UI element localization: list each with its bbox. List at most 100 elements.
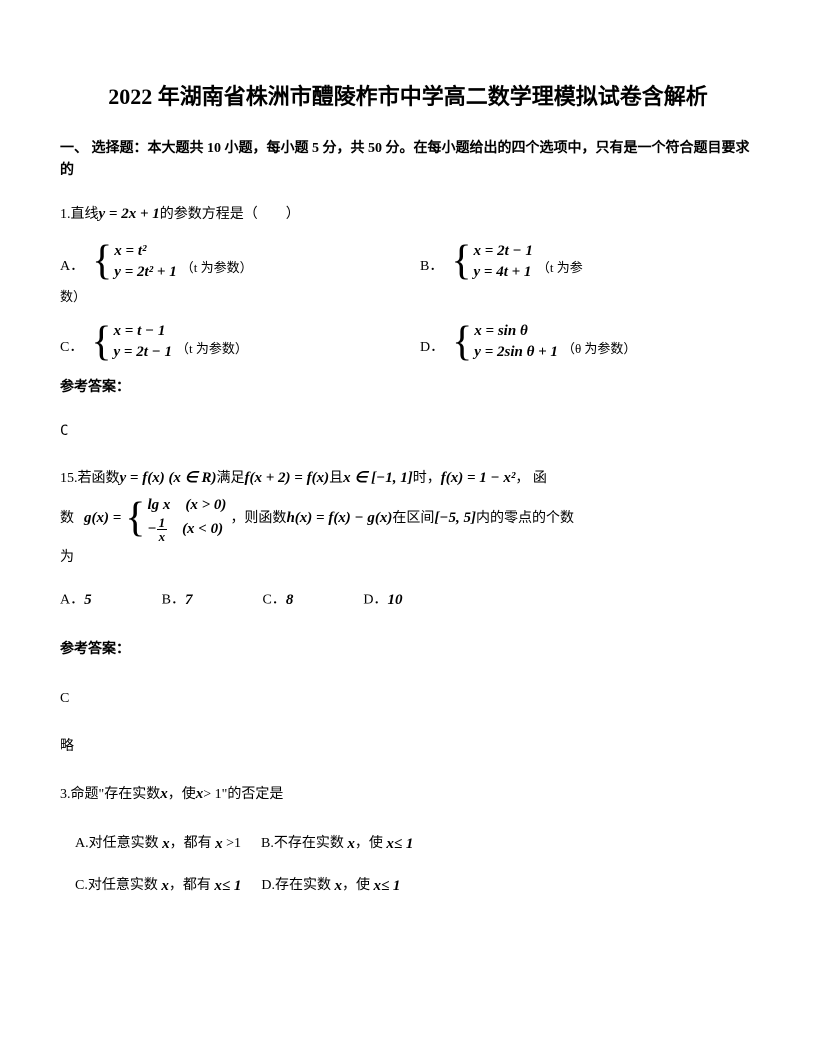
q1-stem: 1. 直线 y = 2x + 1 的参数方程是（ ） xyxy=(60,198,756,231)
q1-opt-c-eq1: x = t − 1 xyxy=(114,321,172,342)
q3-opt-c-label: C. xyxy=(75,878,88,893)
q15-answer-label: 参考答案： xyxy=(60,635,756,666)
q1-options-row-1: A． { x = t² y = 2t² + 1 （t 为参数） B． { x =… xyxy=(60,241,756,283)
q3-opt-b-var2: x xyxy=(386,823,394,865)
q15-l2-prefix: 数 xyxy=(60,504,74,535)
q1-opt-c-label: C． xyxy=(60,333,83,364)
q15-f4: f(x) = 1 − x² xyxy=(441,462,516,495)
q1-opt-b-system: { x = 2t − 1 y = 4t + 1 xyxy=(451,241,532,283)
q15-f3: x ∈ [−1, 1] xyxy=(343,462,413,495)
q3-mid: ，使 xyxy=(168,780,196,811)
q3-opt-c-pre: 对任意实数 xyxy=(88,878,162,893)
q1-opt-a-eq1: x = t² xyxy=(114,241,176,262)
brace-icon: { xyxy=(452,326,472,360)
q3-options: A.对任意实数 x，都有 x >1 B.不存在实数 x，使 x ≤ 1 C.对任… xyxy=(75,823,756,907)
q3-opt-c-mid: ，都有 xyxy=(169,878,215,893)
q15-g-frac: 1x xyxy=(157,516,168,543)
q1-opt-d-system: { x = sin θ y = 2sin θ + 1 xyxy=(452,321,558,363)
q3-num: 3. xyxy=(60,780,71,811)
q3-var2: x xyxy=(196,778,204,811)
q3-opt-b-pre: 不存在实数 xyxy=(274,836,348,851)
q15-stem-line1: 15. 若函数 y = f(x) (x ∈ R) 满足 f(x + 2) = f… xyxy=(60,462,756,495)
brace-icon: { xyxy=(125,502,145,536)
q3-opt-b: B.不存在实数 x，使 x ≤ 1 xyxy=(261,823,413,865)
q3-stem: 3. 命题"存在实数 x ，使 x > 1"的否定是 xyxy=(60,778,756,811)
q1-opt-a-label: A． xyxy=(60,252,84,283)
q3-opt-d-var2: x xyxy=(373,865,381,907)
q3-opt-c: C.对任意实数 x，都有 x ≤ 1 xyxy=(75,865,241,907)
q1-opt-c-note: （t 为参数） xyxy=(176,335,248,364)
q3-opt-d-pre: 存在实数 xyxy=(275,878,335,893)
q15-opt-c-label: C． xyxy=(262,592,285,607)
exam-title: 2022 年湖南省株洲市醴陵柞市中学高二数学理模拟试卷含解析 xyxy=(60,80,756,113)
q1-opt-b-note-suffix: 数） xyxy=(60,283,756,312)
question-1: 1. 直线 y = 2x + 1 的参数方程是（ ） A． { x = t² y… xyxy=(60,198,756,447)
q1-option-c: C． { x = t − 1 y = 2t − 1 （t 为参数） xyxy=(60,321,420,363)
q15-brief: 略 xyxy=(60,732,756,763)
q15-opt-a-label: A． xyxy=(60,592,84,607)
q15-opt-d: D．10 xyxy=(363,584,402,617)
q1-option-d: D． { x = sin θ y = 2sin θ + 1 （θ 为参数） xyxy=(420,321,756,363)
q15-opt-b-val: 7 xyxy=(185,584,193,617)
brace-icon: { xyxy=(92,245,112,279)
q15-stem-line2: 数 g(x) = { lg x (x > 0) −1x (x < 0) ，则函数… xyxy=(60,495,756,543)
q3-cond: > 1"的否定是 xyxy=(203,780,283,811)
q1-opt-b-eq2: y = 4t + 1 xyxy=(474,262,533,283)
q15-f1: y = f(x) (x ∈ R) xyxy=(120,462,217,495)
q15-s1: 若函数 xyxy=(78,464,120,495)
q3-opt-d-label: D. xyxy=(261,878,275,893)
q1-opt-a-note: （t 为参数） xyxy=(181,254,253,283)
q3-var: x xyxy=(160,778,168,811)
q15-g-top: lg x (x > 0) xyxy=(147,495,226,516)
brace-icon: { xyxy=(91,326,111,360)
q1-option-b: B． { x = 2t − 1 y = 4t + 1 （t 为参 xyxy=(420,241,756,283)
q15-options: A．5 B．7 C．8 D．10 xyxy=(60,584,756,617)
q15-s2: 满足 xyxy=(217,464,245,495)
q15-opt-a-val: 5 xyxy=(84,584,92,617)
q15-opt-d-val: 10 xyxy=(387,584,402,617)
q15-opt-d-label: D． xyxy=(363,592,387,607)
q15-f2: f(x + 2) = f(x) xyxy=(245,462,330,495)
q15-g-lhs: g(x) = xyxy=(84,502,121,535)
q1-opt-d-label: D． xyxy=(420,333,444,364)
q3-opt-c-var2: x xyxy=(214,865,222,907)
q15-opt-b: B．7 xyxy=(162,584,193,617)
q1-opt-d-eq1: x = sin θ xyxy=(474,321,558,342)
q1-opt-a-eq2: y = 2t² + 1 xyxy=(114,262,176,283)
q3-opt-b-label: B. xyxy=(261,836,274,851)
q15-h-eq: h(x) = f(x) − g(x) xyxy=(286,502,392,535)
section-1-header: 一、 选择题：本大题共 10 小题，每小题 5 分，共 50 分。在每小题给出的… xyxy=(60,138,756,183)
q3-opt-c-var: x xyxy=(161,865,169,907)
q1-opt-c-system: { x = t − 1 y = 2t − 1 xyxy=(91,321,172,363)
brace-icon: { xyxy=(451,245,471,279)
q3-opt-d-mid: ，使 xyxy=(342,878,374,893)
q1-option-a: A． { x = t² y = 2t² + 1 （t 为参数） xyxy=(60,241,420,283)
q15-s4: 时， xyxy=(413,464,441,495)
question-3: 3. 命题"存在实数 x ，使 x > 1"的否定是 A.对任意实数 x，都有 … xyxy=(60,778,756,907)
q3-opt-b-var: x xyxy=(347,823,355,865)
q1-line-equation: y = 2x + 1 xyxy=(99,198,160,231)
q1-stem-prefix: 直线 xyxy=(71,200,99,231)
q3-opt-a-var: x xyxy=(162,823,170,865)
q15-num: 15. xyxy=(60,464,78,495)
q15-answer: C xyxy=(60,684,756,715)
q15-g-piecewise: { lg x (x > 0) −1x (x < 0) xyxy=(125,495,226,543)
q15-l2-suf2: 内的零点的个数 xyxy=(476,504,574,535)
q3-opt-d-cond: ≤ 1 xyxy=(381,865,400,907)
q15-g-bot-neg: − xyxy=(147,521,156,537)
q3-opt-b-cond: ≤ 1 xyxy=(394,823,413,865)
q15-opt-b-label: B． xyxy=(162,592,185,607)
q15-opt-c-val: 8 xyxy=(286,584,294,617)
q15-stem-line3: 为 xyxy=(60,543,756,574)
q15-opt-a: A．5 xyxy=(60,584,92,617)
q3-opt-d-var: x xyxy=(334,865,342,907)
q3-opt-a-pre: 对任意实数 xyxy=(89,836,163,851)
q15-interval: [−5, 5] xyxy=(434,502,476,535)
q1-opt-b-label: B． xyxy=(420,252,443,283)
q1-num: 1. xyxy=(60,200,71,231)
q15-g-bot-suffix: (x < 0) xyxy=(167,521,223,537)
q3-prefix: 命题"存在实数 xyxy=(71,780,161,811)
q15-l2-mid: ，则函数 xyxy=(230,504,286,535)
q1-opt-a-system: { x = t² y = 2t² + 1 xyxy=(92,241,177,283)
q1-answer-label: 参考答案： xyxy=(60,373,756,404)
